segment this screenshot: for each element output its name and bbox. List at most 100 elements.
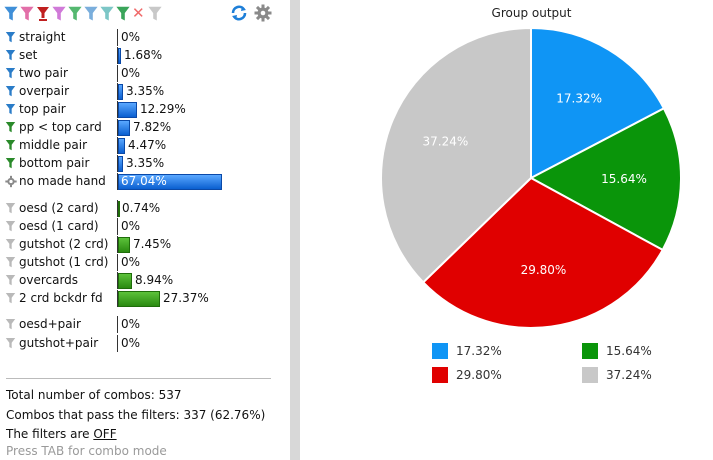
bar-axis [117,316,118,333]
category-percentage: 7.45% [133,237,172,251]
total-combos-text: Total number of combos: 537 [6,388,182,402]
filter-icon[interactable] [5,337,16,350]
filter-icon[interactable] [5,85,16,98]
hand-category-row[interactable]: oesd+pair 0% [4,316,289,334]
category-percentage: 67.04% [121,174,167,188]
legend-swatch [432,343,448,359]
filters-toggle-link[interactable]: OFF [93,427,117,441]
filter-icon[interactable] [5,139,16,152]
panel-splitter[interactable] [290,0,300,460]
filter-icon[interactable] [5,121,16,134]
category-label: oesd (1 card) [19,219,99,233]
category-label: bottom pair [19,156,90,170]
chart-title: Group output [491,6,572,20]
percentage-bar [118,273,132,289]
category-label: 2 crd bckdr fd [19,291,103,305]
filter-icon[interactable] [5,256,16,269]
hand-category-row[interactable]: no made hand 67.04% [4,173,289,191]
hand-category-row[interactable]: straight 0% [4,29,289,47]
hand-category-row[interactable]: set 1.68% [4,47,289,65]
bar-axis [117,83,118,100]
filter-icon[interactable] [5,274,16,287]
legend-label: 37.24% [606,368,652,382]
category-label: straight [19,30,66,44]
hand-category-row[interactable]: 2 crd bckdr fd 27.37% [4,290,289,308]
category-label: overpair [19,84,69,98]
pie-chart: 17.32% 15.64% 29.80% 37.24% [380,26,682,329]
hand-category-row[interactable]: oesd (2 card) 0.74% [4,200,289,218]
filter-teal-icon[interactable] [100,6,114,22]
category-percentage: 0% [121,336,141,350]
bar-axis [117,236,118,253]
category-percentage: 0% [121,255,141,269]
filter-red-icon[interactable] [36,6,50,22]
filter-icon[interactable] [5,292,16,305]
hand-category-row[interactable]: gutshot (1 crd) 0% [4,254,289,272]
hand-category-row[interactable]: gutshot+pair 0% [4,335,289,353]
hand-category-row[interactable]: top pair 12.29% [4,101,289,119]
category-label: pp < top card [19,120,102,134]
filter-blue-icon[interactable] [4,6,18,22]
category-label: set [19,48,38,62]
slice-label: 37.24% [422,135,468,149]
category-label: oesd (2 card) [19,201,99,215]
filter-pink-icon[interactable] [20,6,34,22]
hand-category-row[interactable]: two pair 0% [4,65,289,83]
filter-purple-icon[interactable] [52,6,66,22]
legend-label: 17.32% [456,344,502,358]
slice-label: 15.64% [601,172,647,186]
percentage-bar [118,138,125,154]
filter-icon[interactable] [5,103,16,116]
percentage-bar [118,291,160,307]
divider [6,378,271,379]
hand-category-row[interactable]: middle pair 4.47% [4,137,289,155]
refresh-icon[interactable] [230,4,248,22]
hand-category-row[interactable]: bottom pair 3.35% [4,155,289,173]
category-label: top pair [19,102,66,116]
percentage-bar [118,120,130,136]
bar-axis [117,29,118,46]
category-label: no made hand [19,174,106,188]
gear-icon[interactable] [5,175,17,188]
category-percentage: 8.94% [135,273,174,287]
category-percentage: 1.68% [124,48,163,62]
filter-icon[interactable] [5,238,16,251]
hand-category-row[interactable]: oesd (1 card) 0% [4,218,289,236]
category-label: overcards [19,273,79,287]
filter-gray-icon[interactable] [148,6,162,22]
hand-category-row[interactable]: overcards 8.94% [4,272,289,290]
bar-axis [117,218,118,235]
category-percentage: 0% [121,219,141,233]
clear-filters-icon[interactable]: ✕ [132,4,145,22]
filter-green-icon[interactable] [68,6,82,22]
category-percentage: 12.29% [140,102,186,116]
filter-icon[interactable] [5,49,16,62]
filter-icon[interactable] [5,202,16,215]
filter-icon[interactable] [5,220,16,233]
hand-category-row[interactable]: gutshot (2 crd) 7.45% [4,236,289,254]
category-label: oesd+pair [19,317,81,331]
category-percentage: 3.35% [126,84,165,98]
filter-lightblue-icon[interactable] [84,6,98,22]
filter-icon[interactable] [5,157,16,170]
filter-darkgreen-icon[interactable] [116,6,130,22]
combo-mode-hint: Press TAB for combo mode [6,444,167,458]
filters-status-prefix: The filters are [6,427,94,441]
filter-toolbar: ✕ [4,4,284,24]
filter-icon[interactable] [5,31,16,44]
hand-category-row[interactable]: pp < top card 7.82% [4,119,289,137]
category-percentage: 3.35% [126,156,165,170]
gear-icon[interactable] [254,4,272,22]
category-label: middle pair [19,138,88,152]
hand-category-row[interactable]: overpair 3.35% [4,83,289,101]
percentage-bar [118,84,123,100]
pie-slice [530,26,666,180]
bar-axis [117,137,118,154]
filters-status-text: The filters are OFF [6,427,117,441]
legend-swatch [432,367,448,383]
bar-axis [117,119,118,136]
filter-icon[interactable] [5,67,16,80]
bar-axis [117,155,118,172]
category-label: gutshot (2 crd) [19,237,109,251]
filter-icon[interactable] [5,318,16,331]
